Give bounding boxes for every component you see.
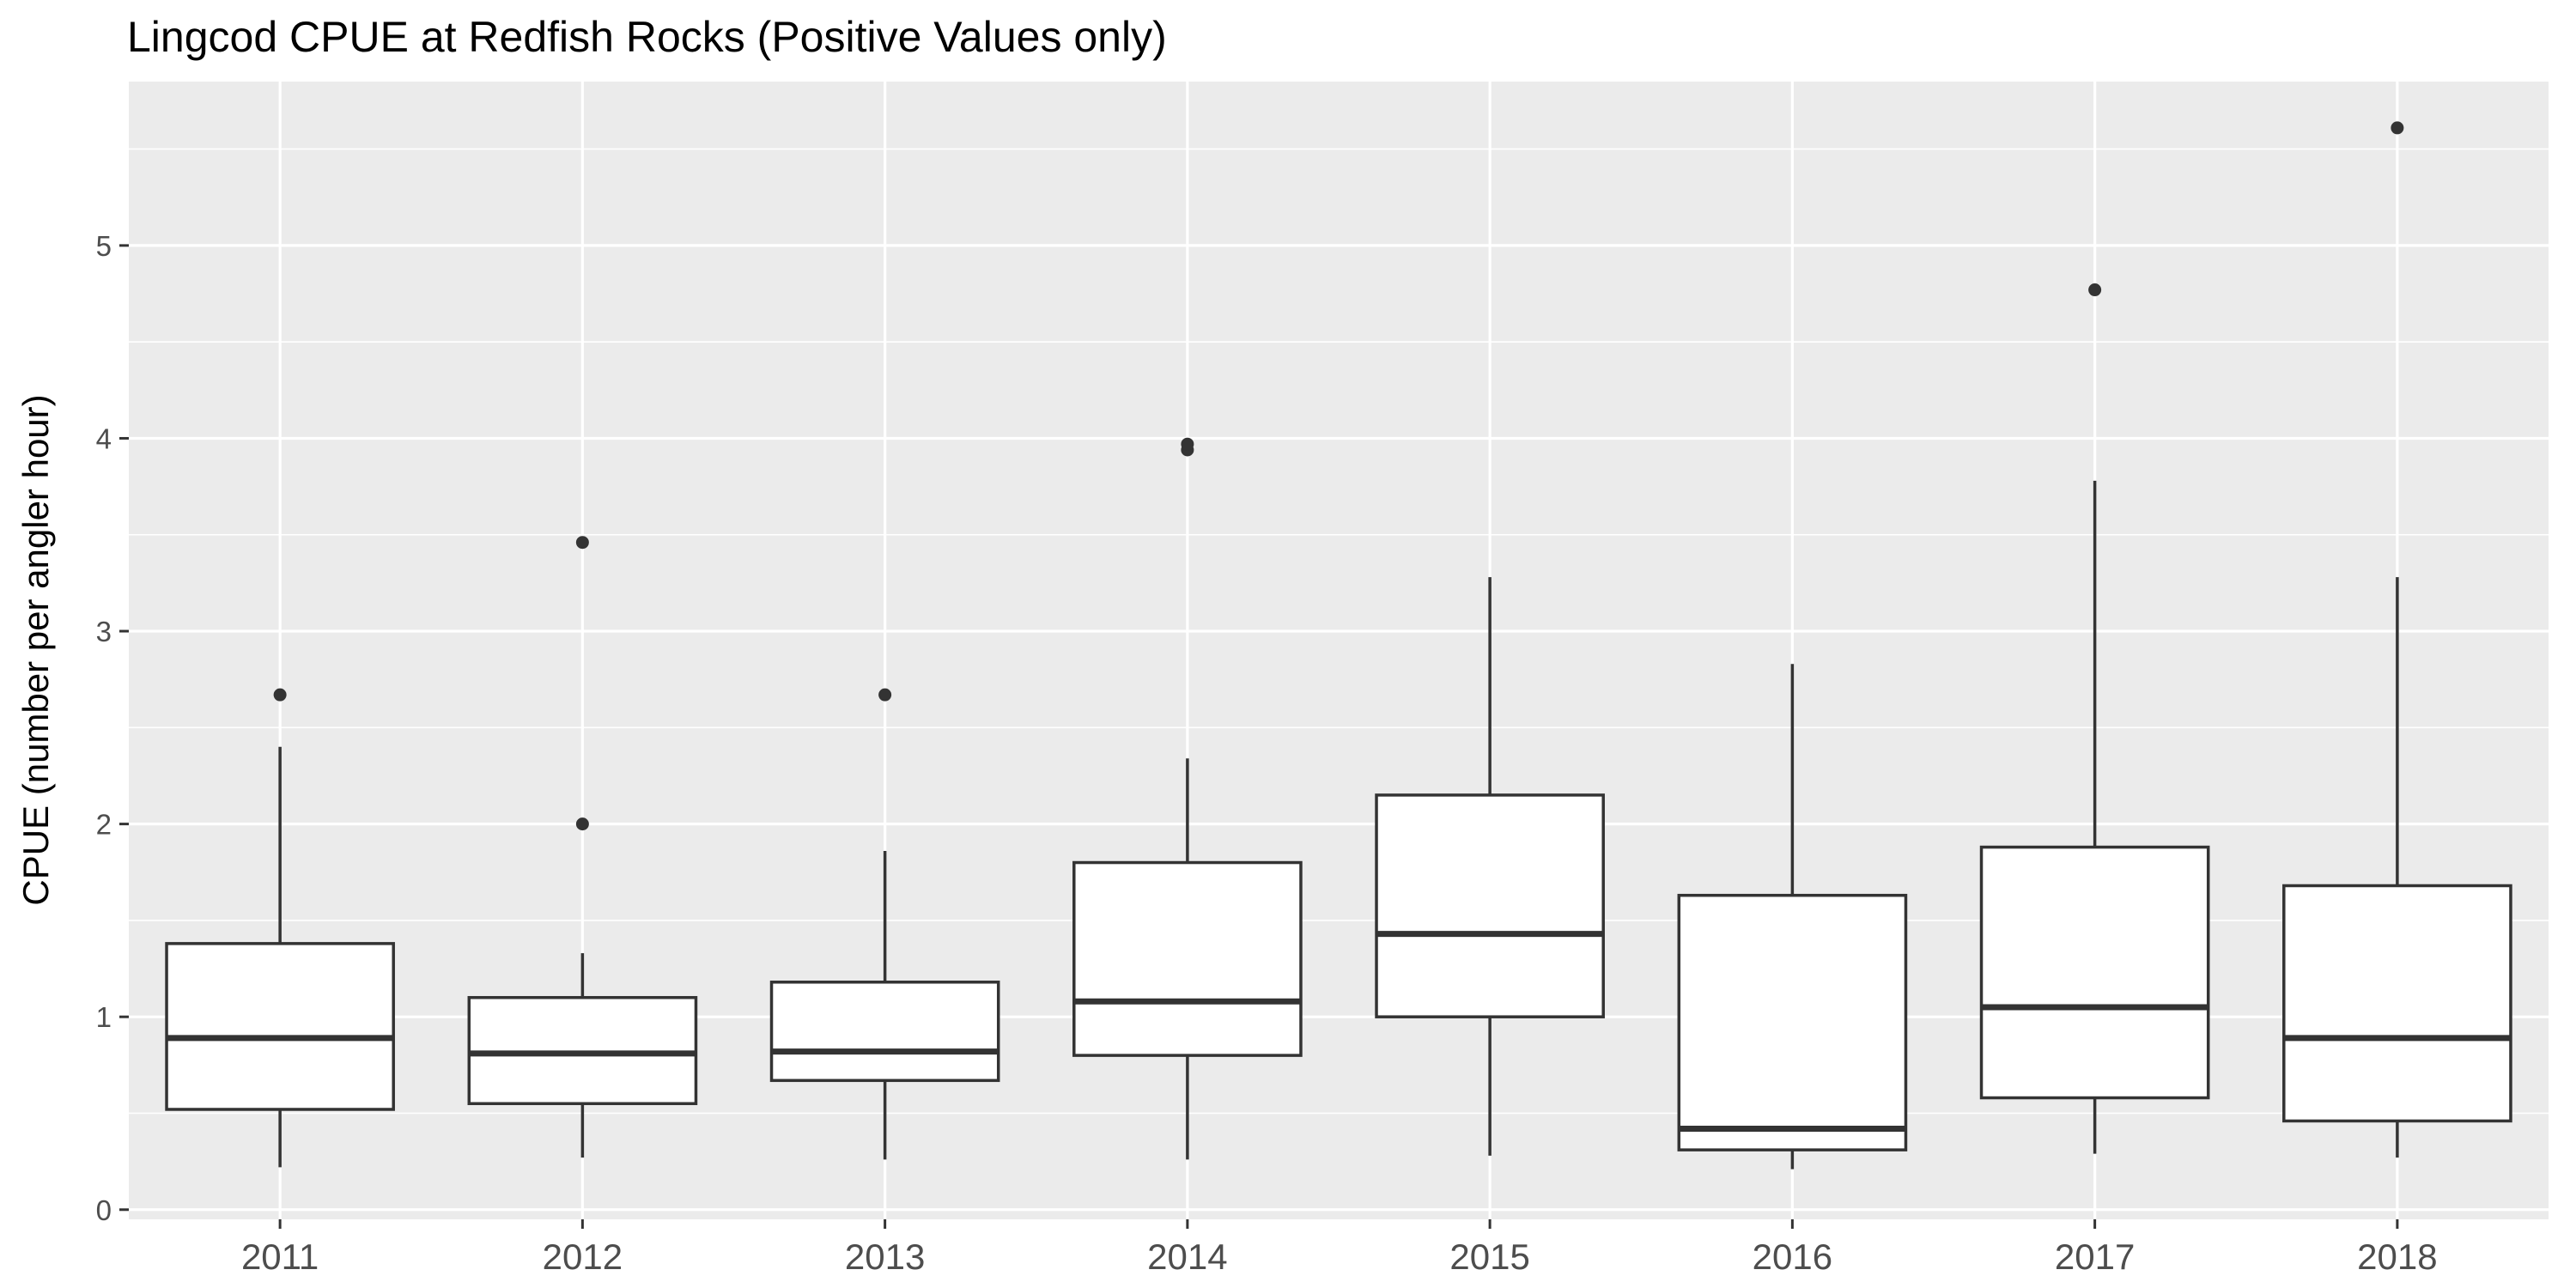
x-tick-label: 2011 — [241, 1236, 319, 1277]
x-tick-label: 2013 — [845, 1236, 925, 1277]
y-tick-label: 4 — [96, 422, 112, 454]
chart-title: Lingcod CPUE at Redfish Rocks (Positive … — [127, 13, 1167, 61]
y-tick-label: 5 — [96, 230, 112, 262]
box-2014 — [1072, 437, 1303, 1160]
outlier-point — [575, 817, 589, 831]
x-tick-label: 2015 — [1449, 1236, 1529, 1277]
box-2017 — [1979, 283, 2210, 1154]
x-axis: 2011 2012 2013 2014 2015 2016 2017 2018 — [241, 1219, 2438, 1277]
box-2018 — [2282, 121, 2512, 1158]
outlier-point — [2391, 121, 2404, 135]
outlier-point — [878, 688, 892, 702]
outlier-point — [1181, 437, 1194, 451]
y-tick-label: 3 — [96, 616, 112, 647]
x-tick-label: 2017 — [2055, 1236, 2135, 1277]
iqr-box — [769, 981, 1000, 1083]
box-2011 — [165, 688, 395, 1168]
iqr-box — [1979, 845, 2210, 1100]
outlier-point — [273, 688, 287, 702]
x-tick-label: 2014 — [1147, 1236, 1227, 1277]
iqr-box — [1677, 893, 1908, 1151]
iqr-box — [165, 942, 395, 1111]
boxes — [165, 121, 2512, 1170]
box-2016 — [1677, 664, 1908, 1170]
iqr-box — [2282, 884, 2512, 1123]
outlier-point — [2088, 283, 2102, 297]
y-tick-label: 0 — [96, 1194, 112, 1226]
box-2015 — [1375, 577, 1605, 1156]
x-tick-label: 2018 — [2357, 1236, 2437, 1277]
y-axis-label: CPUE (number per angler hour) — [15, 394, 56, 905]
box-2012 — [467, 536, 698, 1158]
y-axis: 0 1 2 3 4 5 — [96, 230, 129, 1226]
y-tick-label: 2 — [96, 809, 112, 841]
x-tick-label: 2012 — [543, 1236, 623, 1277]
x-tick-label: 2016 — [1753, 1236, 1832, 1277]
y-tick-label: 1 — [96, 1001, 112, 1033]
iqr-box — [1072, 860, 1303, 1057]
iqr-box — [1375, 793, 1605, 1018]
outlier-point — [575, 536, 589, 550]
box-2013 — [769, 688, 1000, 1160]
